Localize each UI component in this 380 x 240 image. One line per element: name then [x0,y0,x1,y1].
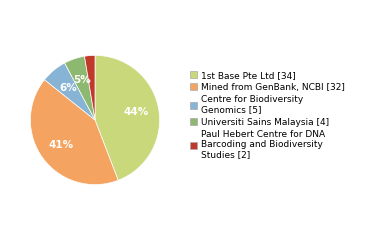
Text: 41%: 41% [49,140,74,150]
Wedge shape [95,55,160,180]
Text: 44%: 44% [124,107,149,117]
Wedge shape [44,63,95,120]
Legend: 1st Base Pte Ltd [34], Mined from GenBank, NCBI [32], Centre for Biodiversity
Ge: 1st Base Pte Ltd [34], Mined from GenBan… [190,71,345,160]
Wedge shape [84,55,95,120]
Wedge shape [30,80,118,185]
Text: 5%: 5% [73,75,90,85]
Text: 6%: 6% [59,83,77,93]
Wedge shape [65,56,95,120]
